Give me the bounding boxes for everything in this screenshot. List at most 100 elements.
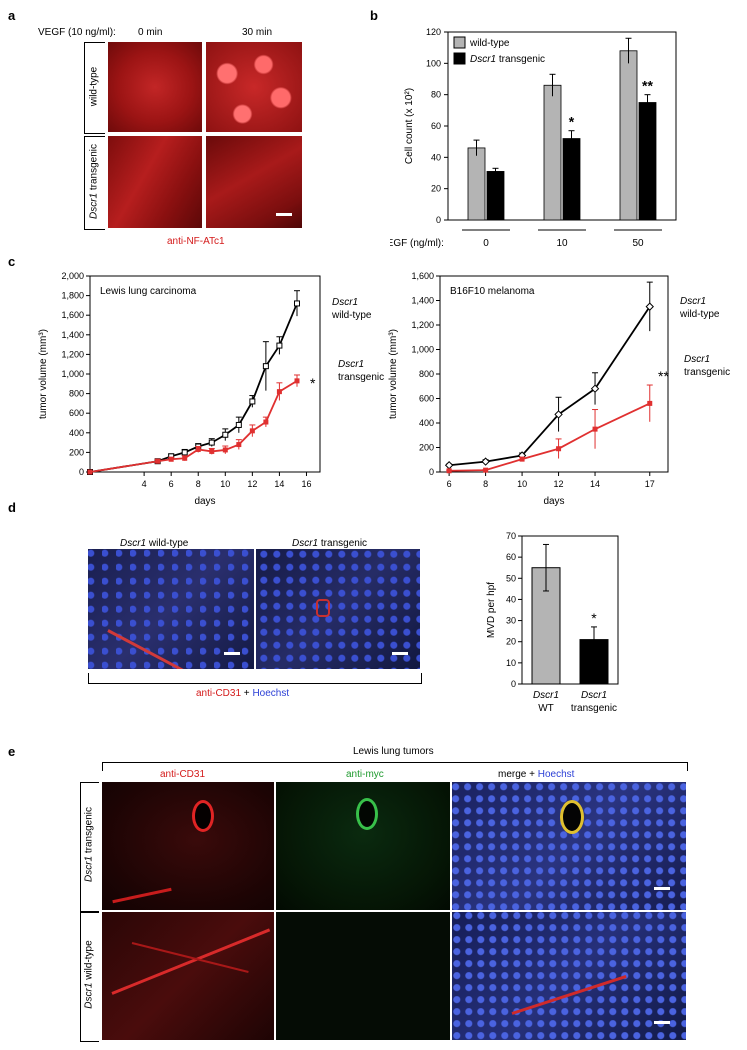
data-point — [556, 446, 562, 452]
panel-b-label: b — [370, 8, 378, 23]
y-tick-label: 400 — [419, 418, 434, 428]
sig-marker: * — [591, 610, 597, 626]
row-label-wt: wild-type — [88, 66, 100, 107]
data-point — [483, 467, 489, 473]
y-tick-label: 70 — [506, 531, 516, 541]
x-tick-label: 14 — [274, 479, 284, 489]
data-point — [294, 378, 300, 384]
legend-label-wt: wild-type — [469, 38, 510, 49]
x-tick-label: 17 — [645, 479, 655, 489]
bar — [638, 102, 657, 221]
x-tick-label: 10 — [220, 479, 230, 489]
y-axis-label: MVD per hpf — [486, 582, 497, 638]
stain-label-a: anti-NF-ATc1 — [167, 236, 225, 247]
legend-swatch-wt — [453, 36, 466, 49]
y-tick-label: 1,800 — [61, 291, 84, 301]
d-img1-label: Dscr1 wild-type — [120, 538, 189, 549]
y-tick-label: 20 — [506, 637, 516, 647]
bar — [619, 50, 638, 221]
lewis-sig: * — [310, 375, 316, 391]
scale-bar — [224, 652, 240, 655]
panel-d-label: d — [8, 500, 16, 515]
y-tick-label: 1,400 — [411, 296, 434, 306]
bracket-a-tg — [84, 136, 105, 230]
y-tick-label: 60 — [506, 552, 516, 562]
x-tick-label: 16 — [301, 479, 311, 489]
time-30-label: 30 min — [242, 27, 273, 38]
data-point — [554, 410, 563, 419]
chart-title: Lewis lung carcinoma — [100, 286, 197, 297]
y-tick-label: 0 — [429, 467, 434, 477]
data-point — [181, 449, 188, 456]
y-tick-label: 800 — [69, 389, 84, 399]
category-label: 10 — [556, 238, 568, 249]
y-tick-label: 40 — [506, 594, 516, 604]
y-tick-label: 1,400 — [61, 330, 84, 340]
e-col1: anti-CD31 — [160, 769, 206, 780]
y-tick-label: 200 — [419, 443, 434, 453]
series-line — [449, 402, 651, 472]
bar — [579, 639, 609, 685]
micrograph-e-tg-cd31 — [102, 782, 274, 910]
data-point — [645, 302, 654, 311]
x-tick-label: 6 — [169, 479, 174, 489]
y-tick-label: 400 — [69, 428, 84, 438]
row-label-tg: Dscr1 transgenic — [88, 143, 100, 220]
data-point — [263, 419, 269, 425]
category-label: WT — [538, 703, 554, 714]
data-point — [155, 458, 161, 464]
category-label: transgenic — [571, 703, 617, 714]
y-axis-label: Cell count (x 10²) — [404, 88, 415, 164]
category-label-gene: Dscr1 — [533, 690, 559, 701]
x-tick-label: 8 — [196, 479, 201, 489]
micrograph-a-tg-30 — [206, 136, 302, 228]
chart-b: 0 20 40 60 80 100 120 Cell count (x 10²) 0 * 10 ** 5… — [390, 27, 677, 249]
bracket-d — [88, 673, 422, 684]
bar — [543, 84, 562, 221]
legend-label-tg: Dscr1 transgenic — [470, 54, 545, 65]
x-tick-label: 6 — [447, 479, 452, 489]
e-col2: anti-myc — [346, 769, 384, 780]
x-tick-label: 14 — [590, 479, 600, 489]
data-point — [590, 384, 600, 393]
plot-frame — [521, 535, 619, 685]
micrograph-d-tg — [256, 549, 420, 669]
category-label: 0 — [483, 238, 489, 249]
d-stain-label: anti-CD31 + Hoechst — [196, 688, 290, 699]
y-tick-label: 0 — [436, 215, 441, 225]
data-point — [208, 439, 215, 446]
data-point — [249, 398, 256, 405]
y-tick-label: 10 — [506, 658, 516, 668]
x-axis-label: days — [543, 496, 564, 507]
y-tick-label: 2,000 — [61, 271, 84, 281]
data-point — [222, 431, 229, 438]
chart-c-b16: 0 200 400 600 800 1,000 1,200 1,400 1,600 6 8 10 12 1… — [388, 271, 669, 507]
x-tick-label: 12 — [554, 479, 564, 489]
y-tick-label: 600 — [69, 408, 84, 418]
time-0-label: 0 min — [138, 27, 163, 38]
chart-c-lewis: 0 200 400 600 800 1,000 1,200 1,400 1,600 1,800 2,… — [38, 271, 321, 507]
scale-bar — [654, 1021, 670, 1024]
y-tick-label: 1,000 — [411, 345, 434, 355]
sig-marker: * — [569, 114, 575, 130]
chart-d: 0 10 20 30 40 50 60 70 MVD per hpf Dscr1 WT * Dscr1 t… — [486, 531, 619, 714]
y-axis-label: tumor volume (mm³) — [388, 329, 399, 419]
micrograph-d-wt — [88, 549, 254, 669]
scale-bar — [654, 887, 670, 890]
y-tick-label: 30 — [506, 616, 516, 626]
d-img2-label: Dscr1 transgenic — [292, 538, 368, 549]
y-tick-label: 50 — [506, 573, 516, 583]
y-tick-label: 60 — [431, 121, 441, 131]
micrograph-e-wt-merge — [452, 912, 686, 1040]
bracket-e-row1 — [80, 782, 99, 912]
data-point — [195, 446, 201, 452]
bar — [486, 171, 505, 221]
series-line — [449, 306, 651, 467]
b16-annot-tg: Dscr1 transgenic — [684, 354, 731, 378]
data-point — [182, 455, 188, 461]
y-tick-label: 100 — [426, 58, 441, 68]
data-point — [446, 468, 452, 474]
data-point — [276, 342, 283, 349]
data-point — [262, 363, 269, 370]
b16-sig: ** — [658, 368, 669, 384]
